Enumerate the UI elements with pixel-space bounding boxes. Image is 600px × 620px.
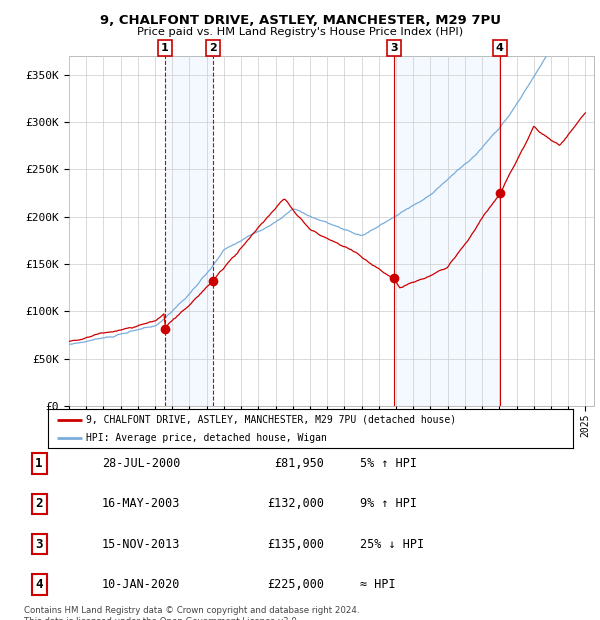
Text: 9% ↑ HPI: 9% ↑ HPI [360,497,417,510]
Text: 4: 4 [35,578,43,591]
Text: £81,950: £81,950 [274,457,324,470]
Text: 2: 2 [209,43,217,53]
Text: 28-JUL-2000: 28-JUL-2000 [102,457,181,470]
Text: 25% ↓ HPI: 25% ↓ HPI [360,538,424,551]
Bar [394,56,500,406]
Text: Price paid vs. HM Land Registry's House Price Index (HPI): Price paid vs. HM Land Registry's House … [137,27,463,37]
Text: £132,000: £132,000 [267,497,324,510]
Text: 4: 4 [496,43,504,53]
Text: 1: 1 [161,43,169,53]
Text: 9, CHALFONT DRIVE, ASTLEY, MANCHESTER, M29 7PU (detached house): 9, CHALFONT DRIVE, ASTLEY, MANCHESTER, M… [86,415,456,425]
Text: 1: 1 [35,457,43,470]
Text: 9, CHALFONT DRIVE, ASTLEY, MANCHESTER, M29 7PU: 9, CHALFONT DRIVE, ASTLEY, MANCHESTER, M… [100,14,500,27]
Text: ≈ HPI: ≈ HPI [360,578,395,591]
Text: £225,000: £225,000 [267,578,324,591]
Bar [165,56,213,406]
Text: 3: 3 [390,43,398,53]
Text: 10-JAN-2020: 10-JAN-2020 [102,578,181,591]
Text: HPI: Average price, detached house, Wigan: HPI: Average price, detached house, Wiga… [86,433,326,443]
Text: 3: 3 [35,538,43,551]
Text: 5% ↑ HPI: 5% ↑ HPI [360,457,417,470]
Text: 2: 2 [35,497,43,510]
Text: Contains HM Land Registry data © Crown copyright and database right 2024.
This d: Contains HM Land Registry data © Crown c… [24,606,359,620]
Text: 16-MAY-2003: 16-MAY-2003 [102,497,181,510]
Text: 15-NOV-2013: 15-NOV-2013 [102,538,181,551]
Text: £135,000: £135,000 [267,538,324,551]
